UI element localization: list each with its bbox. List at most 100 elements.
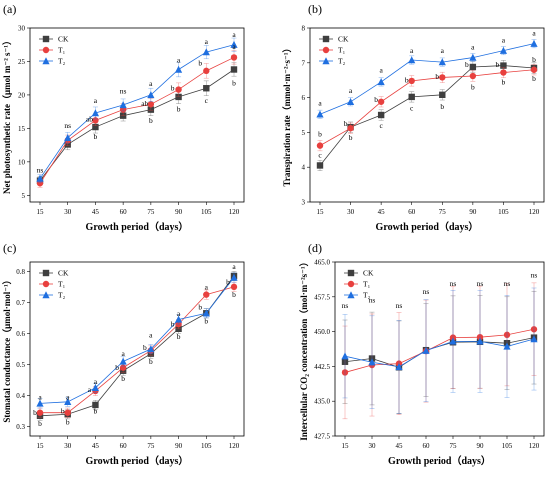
significance-label: a <box>94 377 98 386</box>
significance-label: b <box>232 290 236 299</box>
data-point <box>408 77 415 85</box>
significance-label: a <box>66 393 70 402</box>
significance-labels: ns ns ns ns ns ns ns ns <box>342 270 538 310</box>
x-tick-label: 90 <box>175 208 183 216</box>
significance-label: c <box>410 104 414 113</box>
significance-label: a <box>441 46 445 55</box>
legend-marker <box>347 280 355 288</box>
data-point <box>377 111 385 119</box>
data-point <box>92 123 99 131</box>
x-tick-label: 75 <box>147 208 155 216</box>
y-tick-label: 5 <box>302 129 306 137</box>
legend-marker <box>322 35 330 43</box>
data-point <box>174 65 183 73</box>
x-tick-label: 30 <box>64 442 72 450</box>
significance-label: b <box>177 332 181 341</box>
significance-label: a <box>205 282 209 291</box>
significance-label: ns <box>64 121 71 130</box>
data-point <box>377 98 385 105</box>
x-tick-label: 45 <box>378 208 386 216</box>
x-tick-label: 75 <box>147 442 155 450</box>
significance-label: b <box>198 58 202 67</box>
data-point <box>36 174 44 182</box>
data-point <box>147 345 155 353</box>
x-tick-label: 30 <box>64 208 72 216</box>
legend: CK T₁ T₂ <box>319 35 349 66</box>
y-tick-label: 435.0 <box>314 398 330 406</box>
significance-label: a <box>349 86 353 95</box>
y-axis-label: Transpiration rate（mmol·m⁻²·s⁻¹） <box>282 44 292 187</box>
significance-label: b <box>226 278 230 287</box>
y-tick-label: 3 <box>302 199 306 207</box>
plot-frame <box>29 261 245 437</box>
significance-label: b <box>532 74 536 83</box>
plot-frame <box>29 27 245 203</box>
significance-label: a <box>232 42 236 51</box>
data-point <box>341 352 349 360</box>
significance-label: ab <box>141 99 148 108</box>
x-tick-label: 105 <box>201 442 212 450</box>
y-tick-label: 0.4 <box>16 392 25 400</box>
legend-entry: T₁ <box>338 46 346 55</box>
significance-label: b <box>204 317 208 326</box>
x-tick-label: 45 <box>92 442 100 450</box>
data-point <box>422 346 430 354</box>
series-line <box>344 338 535 368</box>
significance-label: a <box>38 393 42 402</box>
y-tick-label: 457.5 <box>314 293 330 301</box>
x-tick-label: 75 <box>439 208 447 216</box>
significance-label: ns <box>37 165 44 174</box>
series-line <box>40 286 235 414</box>
significance-label: ab <box>86 115 93 124</box>
significance-label: b <box>502 77 506 86</box>
legend-marker <box>347 291 355 299</box>
x-axis-label: Growth period（days） <box>376 220 479 233</box>
significance-label: b <box>405 76 409 85</box>
significance-label: a <box>88 385 92 394</box>
x-tick-label: 120 <box>529 442 540 450</box>
legend-marker <box>42 269 50 277</box>
x-tick-label: 90 <box>477 442 485 450</box>
data-point <box>92 117 99 124</box>
data-point <box>202 309 210 317</box>
significance-label: b <box>94 407 98 416</box>
data-point <box>316 162 324 169</box>
legend-marker <box>42 291 50 299</box>
significance-label: c <box>205 96 209 105</box>
data-point <box>530 66 538 73</box>
series-T1 <box>36 50 238 188</box>
significance-label: a <box>318 98 322 107</box>
y-tick-label: 0.6 <box>16 330 25 338</box>
plot-frame <box>334 261 545 437</box>
data-point <box>347 125 354 132</box>
significance-label: b <box>143 343 147 352</box>
series-line <box>39 275 235 417</box>
x-tick-label: 15 <box>317 208 325 216</box>
panel-d: (d) 15 30 45 60 75 90 105 120 427.5 435.0 442.5 450.… <box>299 241 545 467</box>
significance-label: a <box>532 29 536 38</box>
data-point <box>230 273 238 281</box>
significance-label: ns <box>396 301 403 310</box>
significance-label: ns <box>120 86 127 95</box>
significance-label: a <box>232 30 236 39</box>
x-tick-label: 60 <box>423 442 431 450</box>
x-axis-label: Growth period（days） <box>388 454 491 467</box>
significance-label: b <box>149 116 153 125</box>
significance-label: b <box>94 132 98 141</box>
significance-label: a <box>121 349 125 358</box>
significance-label: b <box>496 60 500 69</box>
series-T1 <box>316 64 538 152</box>
x-tick-label: 120 <box>529 208 540 216</box>
significance-label: c <box>318 151 322 160</box>
significance-label: ns <box>342 301 349 310</box>
legend-entry: T₁ <box>58 280 66 289</box>
data-point <box>230 66 238 73</box>
data-point <box>64 398 72 406</box>
panel-label: (d) <box>308 241 322 255</box>
plot-frame <box>309 27 545 203</box>
significance-label: c <box>379 121 383 130</box>
x-tick-label: 105 <box>498 208 509 216</box>
data-point <box>368 358 376 366</box>
